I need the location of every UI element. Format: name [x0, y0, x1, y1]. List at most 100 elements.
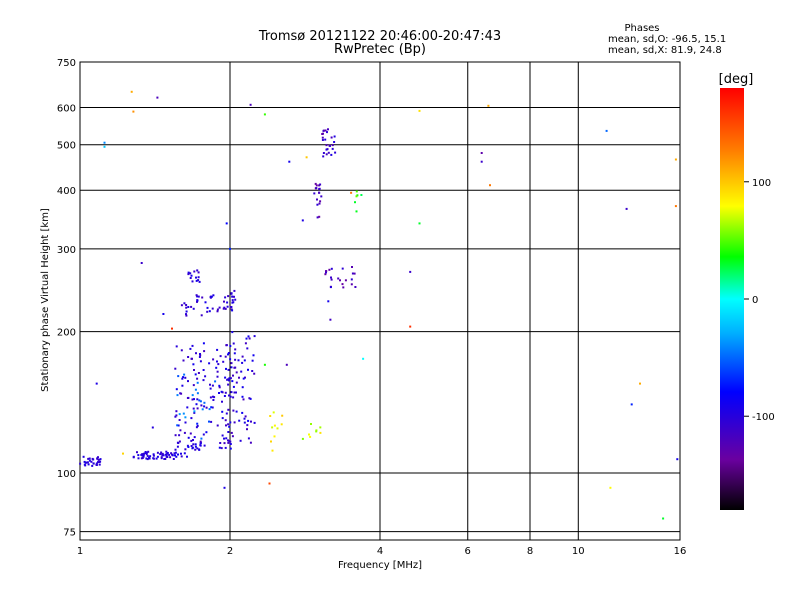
echo-point	[337, 277, 340, 280]
echo-point	[206, 306, 209, 309]
x-tick-label: 2	[227, 546, 233, 557]
echo-point	[95, 462, 98, 465]
echo-point	[148, 456, 151, 459]
echo-point	[233, 421, 236, 424]
echo-point	[203, 401, 206, 404]
echo-point	[271, 449, 274, 452]
echo-point	[227, 431, 230, 433]
echo-point	[222, 360, 225, 363]
echo-point	[187, 273, 190, 276]
echo-point	[199, 440, 202, 443]
phases-header: Phases	[624, 23, 659, 34]
echo-point	[418, 109, 421, 112]
echo-point	[196, 398, 199, 401]
echo-point	[220, 390, 223, 393]
echo-point	[210, 420, 213, 423]
echo-point	[187, 436, 190, 439]
echo-point	[95, 464, 98, 466]
echo-point	[223, 395, 226, 397]
echo-point	[676, 458, 679, 461]
echo-point	[216, 308, 219, 311]
echo-point	[83, 460, 86, 463]
echo-point	[231, 435, 234, 438]
echo-point	[146, 454, 149, 457]
echo-point	[227, 378, 230, 381]
echo-point	[141, 453, 144, 456]
echo-point	[246, 424, 249, 427]
echo-point	[225, 367, 227, 370]
echo-point	[235, 410, 238, 413]
echo-point	[99, 458, 102, 461]
echo-point	[339, 279, 341, 282]
echo-point	[480, 152, 483, 154]
echo-point	[185, 304, 188, 306]
echo-point	[174, 415, 177, 418]
echo-point	[130, 90, 133, 93]
echo-point	[193, 436, 196, 439]
echo-point	[253, 335, 256, 338]
echo-point	[190, 439, 193, 442]
echo-point	[224, 419, 227, 422]
echo-point	[227, 352, 230, 354]
echo-point	[325, 153, 328, 156]
echo-point	[196, 407, 199, 410]
echo-point	[248, 397, 251, 400]
echo-point	[221, 400, 223, 403]
echo-point	[185, 314, 188, 317]
y-tick-label: 500	[57, 141, 76, 152]
echo-point	[242, 398, 245, 401]
echo-point	[662, 517, 665, 520]
echo-point	[173, 452, 176, 455]
echo-point	[201, 408, 204, 411]
echo-point	[204, 375, 207, 378]
echo-point	[237, 359, 240, 362]
echo-point	[200, 437, 203, 440]
echo-point	[194, 445, 197, 448]
echo-point	[189, 277, 192, 279]
echo-point	[192, 307, 195, 310]
echo-point	[330, 136, 333, 139]
echo-point	[79, 462, 82, 465]
echo-point	[231, 331, 234, 334]
echo-point	[137, 457, 140, 460]
echo-point	[197, 372, 200, 374]
echo-point	[214, 380, 217, 383]
echo-point	[203, 350, 206, 353]
echo-point	[327, 128, 329, 131]
echo-point	[209, 296, 212, 299]
echo-point	[211, 384, 214, 387]
echo-point	[216, 375, 219, 378]
echo-point	[88, 459, 91, 462]
echo-point	[223, 306, 226, 309]
echo-point	[318, 202, 321, 205]
echo-point	[245, 337, 248, 340]
echo-point	[175, 414, 178, 417]
colorbar	[720, 88, 744, 510]
echo-point	[152, 453, 155, 456]
echo-point	[230, 366, 233, 369]
echo-point	[176, 394, 179, 397]
echo-point	[301, 437, 304, 440]
echo-point	[315, 184, 318, 187]
echo-point	[198, 356, 201, 358]
echo-point	[324, 273, 327, 276]
echo-point	[319, 431, 322, 434]
echo-point	[196, 377, 199, 380]
echo-point	[223, 437, 225, 440]
echo-point	[177, 453, 179, 456]
echo-point	[327, 151, 330, 154]
echo-point	[209, 387, 212, 390]
echo-point	[218, 386, 221, 389]
echo-point	[322, 152, 325, 154]
echo-point	[193, 411, 196, 414]
echo-point	[191, 394, 194, 397]
x-tick-label: 10	[572, 546, 585, 557]
echo-point	[224, 355, 227, 358]
echo-point	[160, 456, 163, 459]
echo-point	[145, 453, 148, 456]
echo-point	[480, 160, 483, 163]
echo-point	[351, 266, 353, 268]
echo-point	[218, 392, 220, 394]
echo-point	[180, 455, 183, 458]
colorbar-unit: [deg]	[719, 72, 754, 87]
